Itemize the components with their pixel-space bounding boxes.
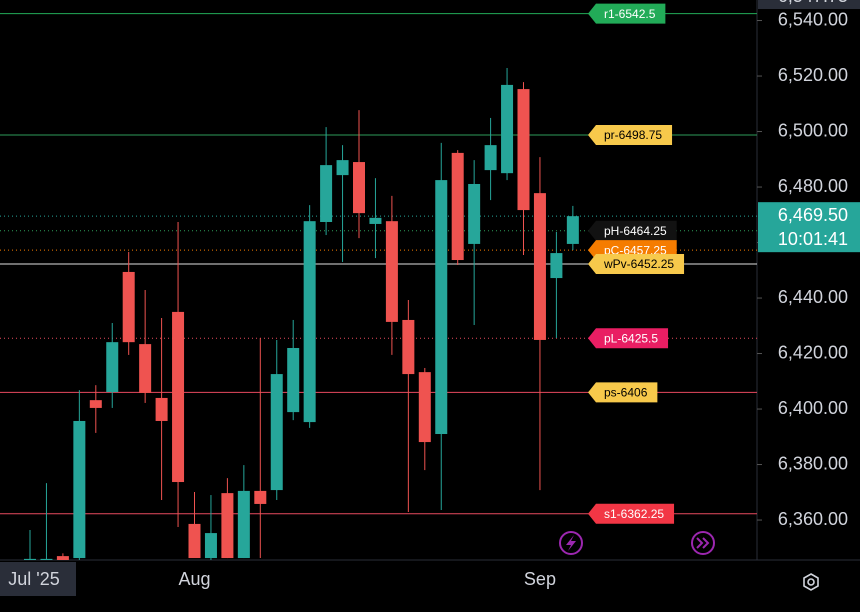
y-tick-label: 6,440.00 <box>778 287 848 307</box>
last-price-label: 6,469.50 <box>778 205 848 225</box>
candle-body <box>73 420 86 559</box>
level-label: pH-6464.25 <box>604 224 667 238</box>
level-label: ps-6406 <box>604 386 648 400</box>
last-price-box <box>758 202 860 253</box>
candle-body <box>122 271 135 343</box>
candle-body <box>56 556 69 560</box>
level-tag-box <box>588 382 658 403</box>
y-tick-label: 6,400.00 <box>778 398 848 418</box>
level-tag-box <box>588 328 669 349</box>
candle-body <box>139 344 152 393</box>
candle-body <box>155 397 168 421</box>
level-tag: s1-6362.25 <box>588 503 675 524</box>
candle-body <box>517 89 530 211</box>
level-tag-box <box>588 254 685 275</box>
level-label: r1-6542.5 <box>604 7 656 21</box>
candle-body <box>270 374 283 491</box>
candle-body <box>106 342 119 393</box>
x-label-box <box>0 562 76 596</box>
candle-body <box>221 493 234 559</box>
candle-body <box>287 347 300 413</box>
candle-body <box>353 162 365 214</box>
level-label: wPv-6452.25 <box>603 257 674 271</box>
x-tick-label: Jul '25 <box>8 569 59 589</box>
level-tag: pH-6464.25 <box>588 220 677 241</box>
level-label: pr-6498.75 <box>604 128 662 142</box>
countdown-label: 10:01:41 <box>778 229 848 249</box>
candle-body <box>172 311 185 483</box>
candle-body <box>188 523 201 559</box>
top-price-label: 6,547.75 <box>778 0 848 6</box>
y-tick-label: 6,500.00 <box>778 120 848 140</box>
candle-body <box>550 253 563 279</box>
x-tick-label: Aug <box>178 569 210 589</box>
level-tag: r1-6542.5 <box>588 3 666 24</box>
level-label: pL-6425.5 <box>604 331 658 345</box>
level-tag-box <box>588 125 673 146</box>
level-tag-box <box>588 3 666 24</box>
level-tag: wPv-6452.25 <box>588 254 685 275</box>
candle-body <box>254 490 267 504</box>
candle-body <box>566 216 579 244</box>
candle-body <box>484 145 497 171</box>
candle-body <box>451 152 464 261</box>
candle-body <box>533 193 546 340</box>
candle-body <box>402 319 415 375</box>
candle-body <box>418 372 431 443</box>
x-tick-label: Sep <box>524 569 556 589</box>
y-tick-label: 6,540.00 <box>778 9 848 29</box>
level-tag: ps-6406 <box>588 382 658 403</box>
level-label: s1-6362.25 <box>604 507 664 521</box>
y-tick-label: 6,360.00 <box>778 509 848 529</box>
scroll-right-button[interactable] <box>691 531 715 555</box>
candle-body <box>303 221 316 423</box>
settings-button[interactable] <box>803 573 819 591</box>
candle-body <box>204 533 217 559</box>
level-tag-box <box>588 220 677 241</box>
level-tag-box <box>588 503 675 524</box>
top-price-box <box>758 0 860 10</box>
level-tag: pL-6425.5 <box>588 328 669 349</box>
candle-body <box>501 84 514 174</box>
candle-body <box>40 558 53 560</box>
level-label: pC-6457.25 <box>604 243 667 257</box>
y-tick-label: 6,520.00 <box>778 65 848 85</box>
y-tick-label: 6,380.00 <box>778 453 848 473</box>
candle-body <box>385 221 398 322</box>
candle-body <box>336 160 349 176</box>
candle-body <box>320 165 333 223</box>
candle-body <box>237 490 250 559</box>
level-tag: pr-6498.75 <box>588 125 673 146</box>
candle-body <box>468 183 481 244</box>
plot-area <box>0 13 757 560</box>
candle-body <box>89 400 102 408</box>
candle-body <box>435 180 448 435</box>
candle-body <box>24 558 36 560</box>
candle-body <box>369 217 382 224</box>
y-tick-label: 6,480.00 <box>778 176 848 196</box>
y-tick-label: 6,420.00 <box>778 342 848 362</box>
lightning-button[interactable] <box>559 531 583 555</box>
